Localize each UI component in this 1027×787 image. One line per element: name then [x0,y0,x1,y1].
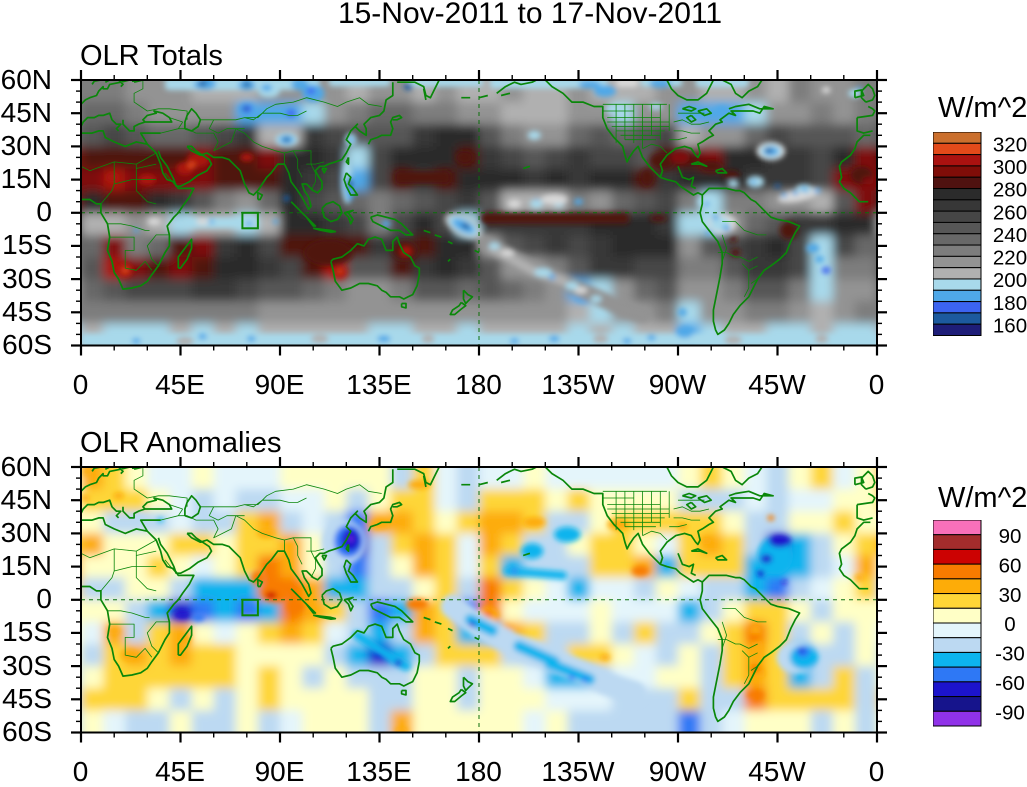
svg-text:240: 240 [993,224,1027,247]
svg-text:160: 160 [993,314,1027,337]
svg-text:90: 90 [999,525,1022,548]
svg-text:280: 280 [993,179,1027,202]
svg-text:0: 0 [1004,613,1015,636]
svg-text:300: 300 [993,156,1027,179]
svg-text:-30: -30 [995,643,1025,666]
svg-text:-60: -60 [995,672,1025,695]
svg-text:180: 180 [993,292,1027,315]
svg-text:320: 320 [993,134,1027,157]
svg-text:200: 200 [993,269,1027,292]
svg-text:30: 30 [999,584,1022,607]
svg-text:260: 260 [993,201,1027,224]
svg-text:60: 60 [999,554,1022,577]
svg-text:-90: -90 [995,702,1025,725]
svg-text:220: 220 [993,247,1027,270]
